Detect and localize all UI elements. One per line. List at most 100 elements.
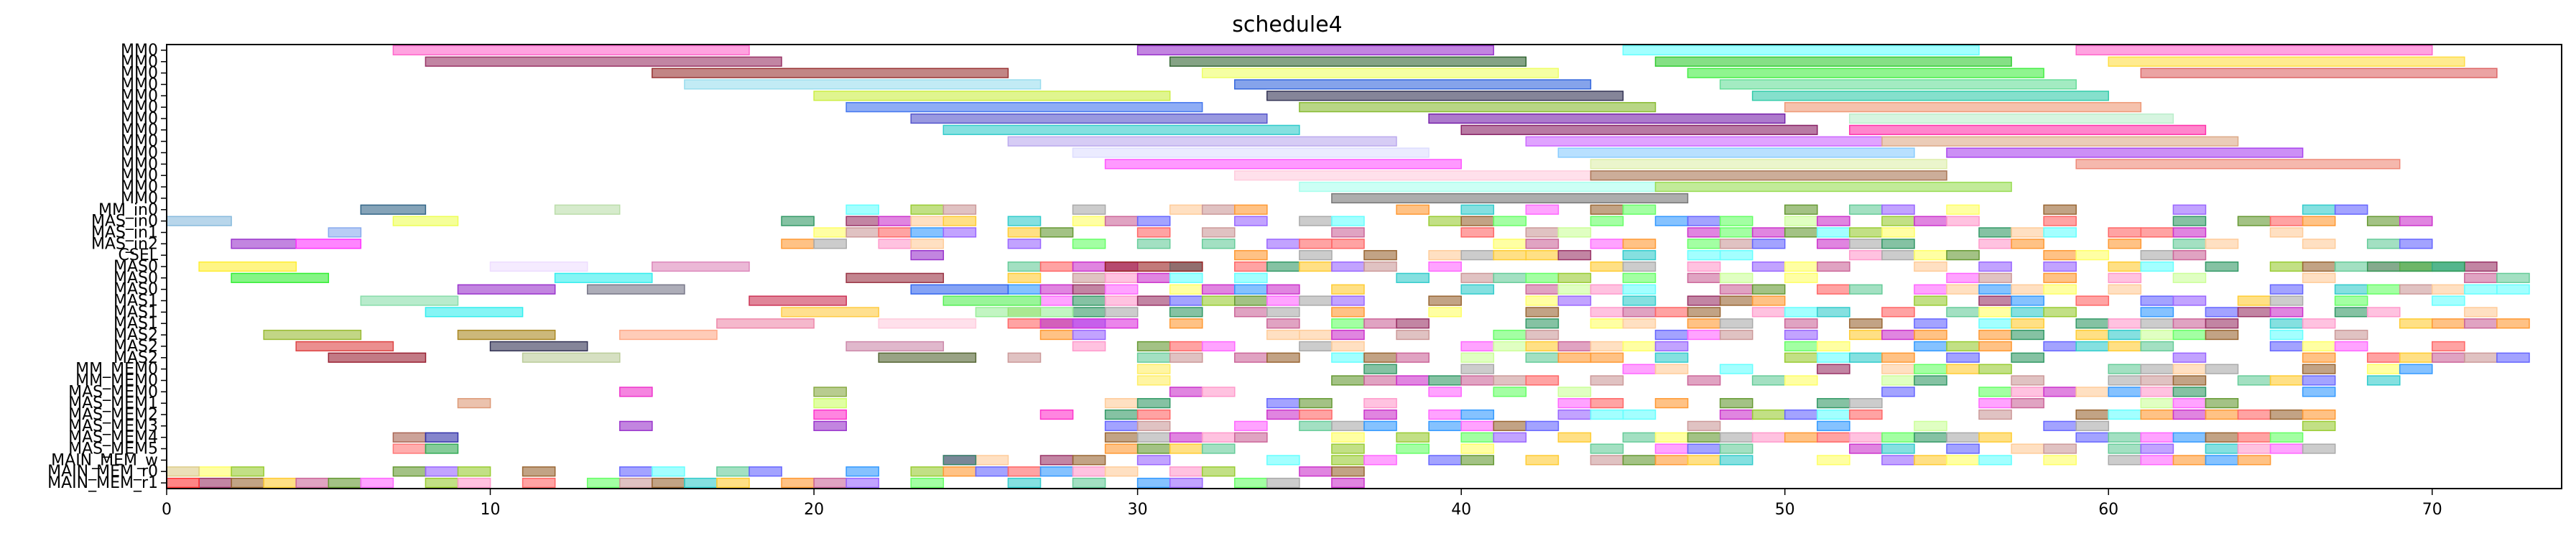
task-bar	[1622, 307, 1657, 318]
task-bar	[845, 272, 945, 283]
task-bar	[1849, 443, 1883, 454]
task-bar	[2464, 352, 2498, 363]
task-bar	[1169, 352, 1203, 363]
task-bar	[1590, 284, 1624, 295]
x-tick-label: 0	[162, 501, 172, 519]
task-bar	[2302, 204, 2336, 215]
task-bar	[2108, 409, 2142, 420]
task-bar	[1881, 375, 1915, 386]
task-bar	[1136, 443, 1171, 454]
task-bar	[1751, 239, 1786, 249]
task-bar	[975, 307, 1074, 318]
task-bar	[1849, 398, 1883, 409]
task-bar	[1687, 261, 1721, 272]
task-bar	[1719, 318, 1753, 329]
task-bar	[2011, 295, 2044, 306]
task-bar	[1622, 272, 1657, 283]
task-bar	[684, 477, 718, 489]
task-bar	[1654, 329, 1689, 341]
task-bar	[1914, 250, 1947, 261]
task-bar	[1460, 432, 1495, 443]
task-bar	[1104, 307, 1139, 318]
task-bar	[2302, 318, 2336, 329]
y-tick-label: MAS_MEM4	[68, 429, 158, 447]
task-bar	[1719, 239, 1753, 249]
task-bar	[2237, 443, 2271, 454]
task-bar	[1978, 318, 2012, 329]
task-bar	[2399, 284, 2433, 295]
task-bar	[1072, 477, 1106, 489]
task-bar	[2366, 364, 2401, 374]
task-bar	[1784, 432, 1818, 443]
task-bar	[2302, 375, 2336, 386]
task-bar	[1817, 307, 1850, 318]
task-bar	[1234, 295, 1268, 306]
task-bar	[198, 477, 232, 489]
y-tick-label: MM0	[121, 98, 158, 116]
task-bar	[328, 227, 362, 238]
task-bar	[1493, 250, 1527, 261]
task-bar	[457, 284, 556, 295]
y-tick-label: MAIN_MEM_r1	[47, 474, 158, 492]
task-bar	[2043, 250, 2077, 261]
task-bar	[2075, 329, 2110, 341]
task-bar	[1881, 352, 1915, 363]
task-bar	[1525, 284, 1560, 295]
task-bar	[1525, 239, 1560, 249]
task-bar	[1039, 409, 1074, 420]
task-bar	[2399, 352, 2433, 363]
task-bar	[1104, 443, 1139, 454]
task-bar	[1136, 352, 1171, 363]
task-bar	[1881, 227, 1915, 238]
task-bar	[1363, 352, 1397, 363]
task-bar	[1654, 432, 1689, 443]
task-bar	[1525, 250, 1560, 261]
task-bar	[1978, 272, 2012, 283]
task-bar	[1428, 375, 1462, 386]
task-bar	[1525, 352, 1560, 363]
task-bar	[2496, 284, 2530, 295]
task-bar	[1169, 477, 1203, 489]
task-bar	[1331, 477, 1365, 489]
task-bar	[2172, 398, 2207, 409]
task-bar	[1849, 227, 1883, 238]
task-bar	[2075, 318, 2110, 329]
task-bar	[1557, 387, 1592, 397]
task-bar	[1978, 284, 2012, 295]
task-bar	[1978, 455, 2012, 466]
task-bar	[1978, 432, 2012, 443]
task-bar	[1331, 216, 1365, 226]
task-bar	[1590, 443, 1624, 454]
task-bar	[2366, 352, 2401, 363]
task-bar	[166, 477, 200, 489]
task-bar	[425, 443, 459, 454]
task-bar	[1428, 113, 1786, 124]
task-bar	[684, 79, 1042, 90]
task-bar	[1849, 124, 2207, 135]
task-bar	[1136, 272, 1171, 283]
task-bar	[1104, 398, 1139, 409]
task-bar	[2011, 329, 2044, 341]
task-bar	[1525, 204, 1560, 215]
task-bar	[1590, 261, 1624, 272]
task-bar	[1234, 170, 1592, 181]
task-bar	[1234, 250, 1268, 261]
y-tick-label: MAIN_MEM_w	[51, 451, 158, 469]
task-bar	[425, 307, 524, 318]
task-bar	[1817, 239, 1850, 249]
task-bar	[1946, 341, 1980, 352]
task-bar	[1978, 239, 2012, 249]
task-bar	[1914, 295, 1947, 306]
task-bar	[1687, 443, 1721, 454]
task-bar	[878, 216, 912, 226]
task-bar	[813, 477, 847, 489]
task-bar	[1266, 239, 1300, 249]
task-bar	[1201, 341, 1236, 352]
task-bar	[1590, 352, 1624, 363]
task-bar	[1104, 420, 1139, 431]
task-bar	[845, 204, 879, 215]
task-bar	[2043, 443, 2077, 454]
task-bar	[1817, 341, 1850, 352]
task-bar	[1234, 272, 1268, 283]
task-bar	[2432, 352, 2465, 363]
